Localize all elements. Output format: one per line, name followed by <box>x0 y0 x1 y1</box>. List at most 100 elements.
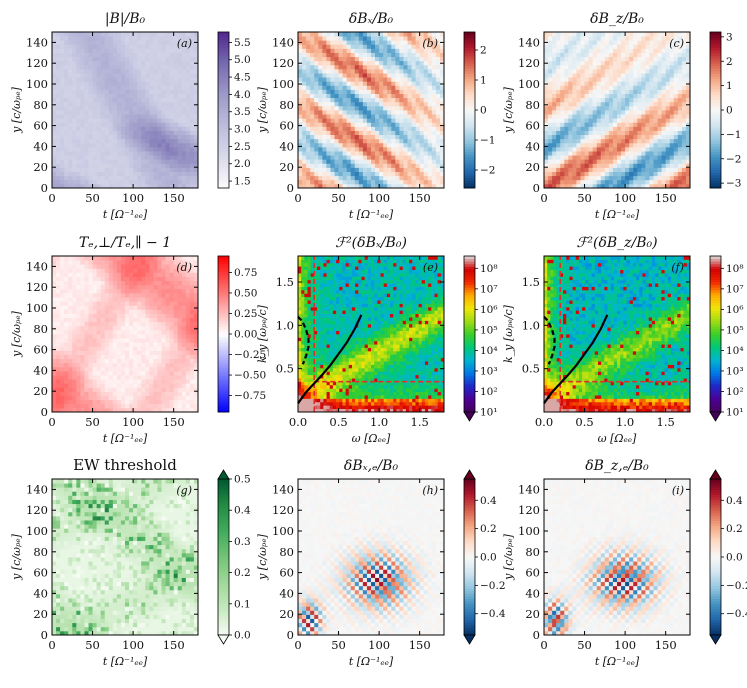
heatmap-cell <box>665 122 671 127</box>
heatmap-cell <box>185 159 191 164</box>
heatmap-cell <box>548 159 553 164</box>
heatmap-cell <box>431 48 437 53</box>
heatmap-cell <box>173 151 179 156</box>
heatmap-cell <box>431 97 437 103</box>
heatmap-cell <box>584 179 590 185</box>
heatmap-cell <box>88 407 93 413</box>
heatmap-cell <box>157 387 162 392</box>
heatmap-cell <box>133 403 138 409</box>
heatmap-cell <box>637 89 642 94</box>
colorbar-swatch <box>464 89 475 93</box>
heatmap-cell <box>52 114 57 119</box>
heatmap-cell <box>157 403 162 409</box>
heatmap-cell <box>621 64 626 70</box>
heatmap-cell <box>641 93 646 99</box>
heatmap-cell <box>407 48 412 53</box>
heatmap-cell <box>173 350 179 355</box>
heatmap-cell <box>318 85 323 90</box>
heatmap-cell <box>580 48 585 53</box>
heatmap-cell <box>641 97 646 103</box>
heatmap-cell <box>411 93 417 99</box>
heatmap-cell <box>125 64 130 70</box>
heatmap-cell <box>153 77 158 82</box>
heatmap-cell <box>556 171 561 177</box>
colorbar-swatch <box>218 182 229 186</box>
heatmap-cell <box>673 81 679 86</box>
heatmap-cell <box>592 175 598 181</box>
heatmap-cell <box>76 354 81 360</box>
heatmap-cell <box>423 85 429 90</box>
heatmap-cell <box>612 56 618 62</box>
heatmap-cell <box>657 142 663 148</box>
heatmap-cell <box>330 40 335 45</box>
heatmap-cell <box>181 354 187 360</box>
heatmap-cell <box>326 68 331 74</box>
heatmap-cell <box>141 44 146 49</box>
heatmap-cell <box>125 146 130 152</box>
heatmap-cell <box>302 155 307 160</box>
heatmap-cell <box>608 167 614 172</box>
heatmap-cell <box>314 138 319 144</box>
heatmap-cell <box>165 32 171 37</box>
colorbar-swatch <box>218 136 229 139</box>
heatmap-cell <box>427 77 433 82</box>
heatmap-cell <box>358 101 364 107</box>
heatmap-cell <box>552 159 557 164</box>
heatmap-cell <box>625 40 630 45</box>
heatmap-cell <box>76 77 81 82</box>
heatmap-cell <box>145 85 150 90</box>
heatmap-cell <box>68 56 73 62</box>
heatmap-cell <box>439 175 445 181</box>
heatmap-cell <box>92 142 98 148</box>
heatmap-cell <box>391 114 396 119</box>
heatmap-cell <box>592 163 598 168</box>
heatmap-cell <box>552 179 557 185</box>
heatmap-cell <box>439 44 445 49</box>
heatmap-cell <box>302 171 307 177</box>
heatmap-cell <box>362 85 368 90</box>
heatmap-cell <box>72 358 77 364</box>
heatmap-cell <box>584 60 590 66</box>
heatmap-cell <box>177 383 183 388</box>
heatmap-cell <box>310 167 315 172</box>
heatmap-cell <box>76 89 81 94</box>
heatmap-cell <box>346 171 352 177</box>
heatmap-cell <box>661 85 667 90</box>
heatmap-cell <box>88 68 93 74</box>
heatmap-cell <box>302 77 307 82</box>
heatmap-cell <box>104 130 110 136</box>
heatmap-cell <box>588 36 594 41</box>
heatmap-cell <box>108 179 114 185</box>
heatmap-cell <box>633 93 638 99</box>
heatmap-cell <box>677 44 683 49</box>
heatmap-cell <box>141 383 146 388</box>
heatmap-cell <box>435 110 441 115</box>
heatmap-cell <box>641 73 646 78</box>
heatmap-cell <box>576 105 581 111</box>
heatmap-cell <box>375 114 380 119</box>
heatmap-cell <box>439 32 445 37</box>
heatmap-cell <box>411 60 417 66</box>
heatmap-cell <box>548 56 553 62</box>
heatmap-cell <box>185 118 191 123</box>
heatmap-cell <box>92 171 98 177</box>
heatmap-cell <box>161 171 166 177</box>
heatmap-cell <box>52 134 57 140</box>
heatmap-cell <box>125 159 130 164</box>
heatmap-cell <box>375 97 380 103</box>
heatmap-cell <box>423 101 429 107</box>
heatmap-cell <box>358 97 364 103</box>
heatmap-cell <box>423 73 429 78</box>
heatmap-cell <box>52 105 57 111</box>
heatmap-cell <box>439 52 445 58</box>
heatmap-cell <box>576 155 581 160</box>
heatmap-cell <box>362 44 368 49</box>
heatmap-cell <box>395 36 400 41</box>
heatmap-cell <box>435 93 441 99</box>
heatmap-cell <box>544 114 549 119</box>
heatmap-cell <box>366 183 372 189</box>
heatmap-cell <box>129 370 134 376</box>
heatmap-cell <box>645 126 650 131</box>
heatmap-cell <box>120 403 126 409</box>
heatmap-cell <box>629 44 634 49</box>
